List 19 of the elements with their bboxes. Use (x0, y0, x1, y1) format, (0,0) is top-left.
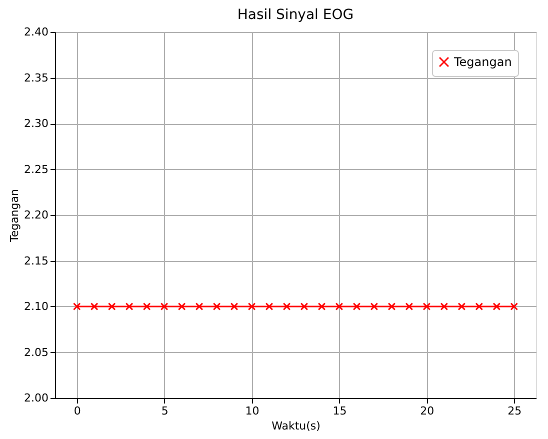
y-tick-label: 2.30 (24, 117, 48, 130)
y-axis-title: Tegangan (8, 188, 22, 244)
x-axis-title: Waktu(s) (272, 420, 320, 432)
y-tick-label: 2.10 (24, 300, 48, 313)
legend-label: Tegangan (453, 55, 512, 69)
x-tick-label: 0 (74, 404, 81, 418)
y-tick-label: 2.35 (24, 71, 48, 84)
x-tick-label: 10 (245, 404, 260, 418)
y-tick-label: 2.20 (24, 208, 48, 222)
y-tick-label: 2.05 (24, 346, 48, 359)
x-tick-label: 5 (161, 404, 168, 418)
y-tick-label: 2.25 (24, 162, 48, 176)
y-tick-label: 2.00 (24, 392, 48, 404)
x-tick-label: 15 (332, 404, 347, 418)
y-tick-label: 2.40 (24, 26, 48, 38)
y-tick-label: 2.15 (24, 254, 48, 268)
x-tick-label: 20 (420, 404, 434, 418)
chart-title: Hasil Sinyal EOG (237, 7, 354, 23)
x-tick-label: 25 (508, 404, 522, 418)
